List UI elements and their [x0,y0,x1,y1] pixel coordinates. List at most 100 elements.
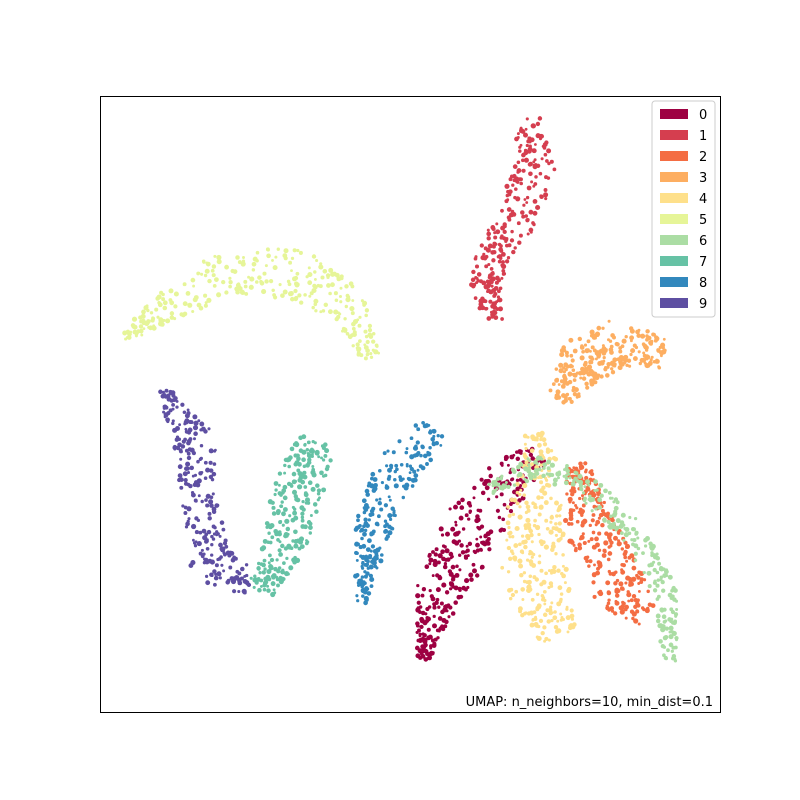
scatter-point [173,304,178,309]
scatter-point [280,293,285,298]
scatter-point [447,569,453,574]
scatter-point [540,496,544,500]
scatter-point [497,259,502,264]
scatter-point [466,585,470,590]
scatter-point [358,578,364,584]
scatter-point [235,255,240,260]
scatter-point [652,588,658,593]
scatter-point [548,388,553,393]
scatter-point [200,548,204,552]
scatter-point [175,445,181,451]
scatter-point [162,393,167,398]
scatter-point [306,440,311,445]
scatter-point [388,498,392,502]
scatter-point [370,544,376,549]
scatter-point [392,511,396,515]
scatter-point [184,427,188,431]
scatter-point [628,515,632,520]
scatter-point [458,588,462,592]
scatter-point [668,634,674,640]
scatter-point [320,275,325,280]
scatter-point [409,466,414,472]
scatter-point [149,311,154,315]
scatter-point [529,448,535,453]
scatter-point [581,532,585,536]
scatter-point [375,547,381,553]
scatter-point [515,196,521,202]
scatter-point [283,535,288,539]
scatter-point [537,560,542,565]
scatter-point [272,265,278,271]
scatter-point [539,194,543,198]
scatter-point [508,556,513,561]
scatter-point [529,230,533,234]
scatter-point [283,463,287,468]
scatter-point [490,284,494,288]
scatter-point [374,521,380,527]
scatter-point [539,437,543,442]
scatter-point [649,341,653,346]
scatter-point [498,306,503,312]
scatter-point [278,575,283,581]
scatter-point [161,297,166,302]
scatter-point [581,503,586,508]
scatter-point [377,501,382,506]
scatter-point [278,283,282,287]
scatter-point [367,518,371,522]
scatter-point [613,497,619,502]
scatter-point [554,395,560,401]
scatter-point [661,614,667,620]
scatter-point [590,509,594,513]
scatter-point [584,501,588,505]
scatter-point [598,349,603,354]
scatter-point [257,587,262,593]
scatter-point [509,174,514,179]
scatter-point [479,564,485,570]
scatter-point [591,572,597,578]
scatter-point [401,477,405,481]
scatter-point [359,529,362,533]
scatter-point [673,657,677,661]
scatter-point [373,564,378,569]
scatter-point [344,304,348,309]
scatter-point [471,562,476,567]
scatter-point [537,116,543,121]
scatter-point [191,309,195,314]
scatter-point [314,450,320,456]
scatter-point [575,506,579,510]
scatter-point [612,521,616,526]
scatter-point [393,477,397,482]
scatter-point [658,639,663,644]
scatter-point [535,204,541,211]
scatter-point [225,550,231,556]
scatter-point [363,517,368,522]
scatter-point [141,309,146,315]
scatter-point [580,523,585,528]
scatter-point [466,554,470,558]
scatter-point [525,558,530,562]
scatter-point [516,464,521,470]
scatter-point [473,256,478,261]
scatter-point [526,468,532,474]
scatter-point [319,262,323,266]
scatter-point [439,443,443,447]
scatter-point [506,463,510,467]
scatter-point [659,607,664,612]
scatter-point [655,618,661,624]
scatter-point [601,344,605,348]
scatter-point [311,439,315,444]
scatter-point [642,578,647,582]
scatter-point [547,607,553,613]
scatter-point [312,502,318,507]
scatter-point [420,444,425,449]
scatter-point [323,442,328,447]
legend-label-0: 0 [699,108,707,123]
scatter-point [606,511,610,516]
scatter-point [673,588,678,593]
scatter-point [631,593,637,599]
scatter-point [211,506,217,512]
scatter-point [198,530,203,535]
scatter-point [485,279,490,284]
legend-swatch-4 [660,193,688,203]
scatter-point [266,568,272,575]
